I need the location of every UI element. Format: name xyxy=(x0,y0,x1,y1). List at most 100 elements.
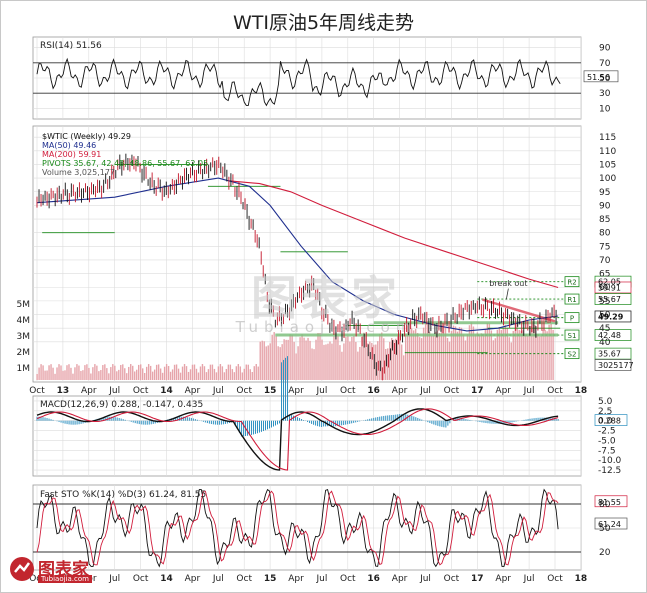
volume-bar xyxy=(221,366,224,380)
volume-bar xyxy=(171,369,174,380)
x-tick-label: Jul xyxy=(212,386,224,396)
volume-bar xyxy=(307,337,309,380)
pivot-label: S2 xyxy=(568,351,577,359)
volume-bar xyxy=(460,327,463,380)
pivot-label: R2 xyxy=(567,279,576,287)
volume-bar xyxy=(169,371,172,380)
volume-bar xyxy=(285,339,287,380)
volume-bar xyxy=(355,341,357,380)
volume-bar xyxy=(416,332,419,380)
x-tick-label: Jul xyxy=(315,386,327,396)
volume-y-tick: 4M xyxy=(17,316,31,326)
volume-bar xyxy=(203,366,206,380)
x-tick-label: 18 xyxy=(575,386,588,396)
volume-bar xyxy=(195,368,198,380)
volume-bar xyxy=(400,344,403,380)
volume-bar xyxy=(333,336,335,380)
volume-bar xyxy=(181,366,184,380)
volume-bar xyxy=(40,364,42,380)
volume-bar xyxy=(50,364,52,380)
volume-bar xyxy=(177,368,180,380)
volume-bar xyxy=(130,364,132,380)
volume-bar xyxy=(134,371,136,380)
x-tick-label: Apr xyxy=(81,386,97,396)
x-tick-label: 14 xyxy=(160,574,173,584)
volume-bar xyxy=(52,367,54,380)
volume-bar xyxy=(379,333,381,380)
volume-bar xyxy=(540,335,542,380)
x-tick-label: Jul xyxy=(419,386,431,396)
volume-bar xyxy=(428,331,431,380)
volume-bar xyxy=(544,329,546,380)
logo-icon xyxy=(10,557,34,581)
volume-bar xyxy=(173,364,176,380)
price-y-tick: 95 xyxy=(599,188,610,198)
volume-bar xyxy=(233,372,236,380)
volume-bar xyxy=(187,371,190,380)
x-tick-label: Oct xyxy=(133,574,149,584)
volume-bar xyxy=(213,368,216,380)
price-value-tag-text: 42.48 xyxy=(598,331,621,340)
volume-bar xyxy=(402,355,405,380)
volume-bar xyxy=(351,336,353,380)
price-legend-item: MA(50) 49.46 xyxy=(42,141,96,150)
volume-bar xyxy=(532,322,534,380)
volume-bar xyxy=(478,334,481,380)
volume-bar xyxy=(157,364,160,380)
volume-bar xyxy=(74,367,76,380)
stoch-y-tick: 20 xyxy=(599,548,611,558)
volume-bar xyxy=(199,366,202,380)
price-value-tag-text: 3025177 xyxy=(598,361,634,370)
watermark-text: 图表家 xyxy=(251,271,401,325)
volume-bar xyxy=(293,341,295,380)
volume-bar xyxy=(153,369,156,380)
volume-y-tick: 2M xyxy=(17,348,31,358)
x-tick-label: Apr xyxy=(288,386,304,396)
volume-bar xyxy=(369,341,371,380)
volume-bar xyxy=(516,324,518,380)
macd-y-tick: 0.0 xyxy=(598,417,613,427)
volume-bar xyxy=(257,366,259,380)
volume-bar xyxy=(550,323,552,380)
rsi-y-tick: 70 xyxy=(599,59,611,69)
volume-bar xyxy=(313,349,315,380)
volume-bar xyxy=(530,325,532,380)
volume-bar xyxy=(474,334,477,380)
volume-bar xyxy=(323,344,325,380)
volume-bar xyxy=(492,340,495,380)
volume-bar xyxy=(462,334,465,380)
price-legend-item: PIVOTS 35.67, 42.48, 48.86, 55.67, 62.05 xyxy=(42,159,208,168)
pivot-label-box xyxy=(564,293,580,305)
x-tick-label: Apr xyxy=(392,386,408,396)
volume-bar xyxy=(476,332,479,380)
volume-bar xyxy=(436,330,439,380)
rsi-y-tick: 10 xyxy=(599,104,611,114)
volume-bar xyxy=(102,365,104,380)
macd-y-tick: -5.0 xyxy=(598,436,616,446)
x-tick-label: Oct xyxy=(547,386,563,396)
volume-bar xyxy=(209,364,212,380)
volume-bar xyxy=(375,344,377,380)
volume-bar xyxy=(98,371,100,380)
volume-bar xyxy=(484,329,487,380)
volume-bar xyxy=(518,330,520,380)
volume-bar xyxy=(504,324,506,380)
volume-bar xyxy=(289,334,291,380)
volume-bar xyxy=(46,370,48,380)
volume-bar xyxy=(444,327,447,380)
x-tick-label: 17 xyxy=(471,574,484,584)
volume-bar xyxy=(116,371,118,380)
x-tick-label: Jul xyxy=(315,574,327,584)
volume-bar xyxy=(303,337,305,380)
volume-bar xyxy=(136,369,138,380)
macd-y-tick: -10.0 xyxy=(598,456,622,466)
volume-bar xyxy=(472,326,475,380)
price-y-tick: 65 xyxy=(599,270,610,280)
x-tick-label: Oct xyxy=(29,574,45,584)
volume-bar xyxy=(357,351,359,380)
volume-bar xyxy=(341,351,343,380)
volume-bar xyxy=(149,365,152,380)
volume-bar xyxy=(124,368,126,380)
macd-y-tick: -12.5 xyxy=(598,466,621,476)
price-y-tick: 85 xyxy=(599,215,610,225)
